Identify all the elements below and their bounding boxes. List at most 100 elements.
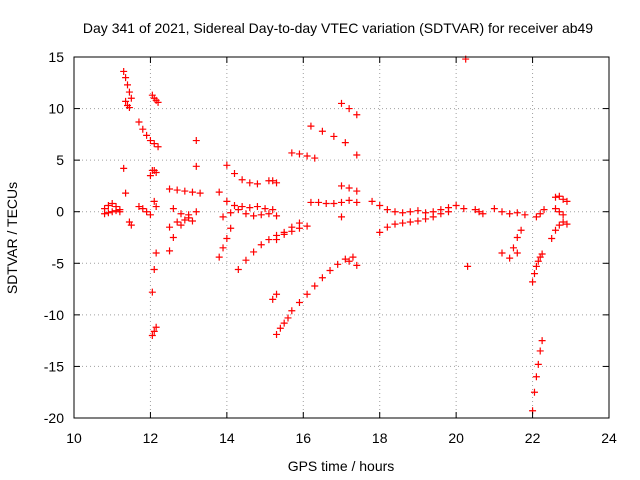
series-seg45 [552, 192, 571, 205]
series-seg40 [498, 249, 521, 262]
data-point [148, 331, 156, 339]
data-point [555, 221, 563, 229]
data-point [108, 199, 116, 207]
data-point [437, 210, 445, 218]
data-point [318, 127, 326, 135]
data-point [338, 99, 345, 107]
series-seg43 [529, 337, 546, 415]
series-seg27 [288, 253, 357, 315]
x-tick-label: 20 [448, 430, 464, 446]
chart-title: Day 341 of 2021, Sidereal Day-to-day VTE… [83, 20, 593, 36]
data-point [326, 267, 334, 275]
data-point [122, 189, 130, 197]
series-seg19 [215, 188, 277, 214]
data-point [406, 218, 414, 226]
series-seg37 [464, 262, 472, 270]
data-point [257, 211, 265, 219]
x-tick-label: 22 [525, 430, 541, 446]
data-point [166, 185, 174, 193]
data-point [383, 223, 391, 231]
x-tick-label: 24 [601, 430, 617, 446]
data-point [261, 205, 269, 213]
y-tick-label: 10 [48, 101, 64, 117]
data-point [108, 208, 116, 216]
data-point [330, 199, 338, 207]
data-point [521, 211, 529, 219]
data-point [188, 188, 196, 196]
data-point [538, 337, 546, 345]
series-seg02 [101, 207, 124, 218]
series-seg33 [338, 213, 361, 269]
data-point [318, 274, 326, 282]
data-point [552, 193, 559, 201]
data-point [345, 257, 353, 265]
data-point [135, 203, 143, 211]
data-point [490, 205, 498, 213]
data-point [257, 241, 265, 249]
grid-lines [74, 57, 609, 418]
data-point [534, 360, 542, 368]
series-seg47 [552, 205, 567, 219]
data-point [146, 172, 154, 180]
data-point [559, 195, 567, 203]
data-point [196, 189, 204, 197]
data-point [338, 213, 345, 221]
data-point [143, 131, 151, 139]
series-seg16 [169, 205, 193, 222]
data-point [181, 216, 189, 224]
series-seg46 [548, 218, 571, 243]
x-tick-label: 14 [219, 430, 235, 446]
data-point [399, 219, 407, 227]
data-point [284, 314, 292, 322]
data-point [498, 208, 506, 216]
data-point [555, 208, 563, 216]
series-seg15 [166, 216, 196, 231]
data-point [120, 164, 128, 172]
data-point [269, 177, 277, 185]
data-point [532, 373, 540, 381]
x-tick-label: 10 [66, 430, 82, 446]
axis-ticks [73, 56, 610, 419]
data-point [536, 210, 544, 218]
data-point [552, 226, 559, 234]
data-point [192, 137, 200, 145]
data-point [338, 198, 345, 206]
data-point [345, 184, 353, 192]
series-seg09 [146, 166, 160, 180]
data-point [135, 118, 143, 126]
data-point [253, 203, 261, 211]
data-point [269, 295, 277, 303]
data-point [238, 203, 246, 211]
data-point [223, 235, 231, 243]
y-tick-label: 5 [56, 152, 64, 168]
data-point [563, 220, 571, 228]
data-point [215, 253, 223, 261]
data-point [506, 254, 514, 262]
series-seg28 [288, 149, 319, 162]
data-point [234, 206, 242, 214]
series-seg30 [338, 99, 361, 119]
data-point [460, 205, 468, 213]
data-point [152, 249, 160, 257]
series-seg23 [265, 177, 281, 187]
y-tick-label: -20 [44, 410, 64, 426]
y-axis-label: SDTVAR / TECUs [4, 182, 20, 294]
data-point [391, 220, 399, 228]
data-point [122, 97, 130, 105]
data-point [307, 198, 315, 206]
series-seg32 [338, 182, 361, 195]
series-seg42 [529, 250, 546, 286]
series-seg04 [122, 97, 133, 112]
data-point [295, 224, 303, 232]
data-point [273, 212, 281, 220]
data-point [101, 210, 109, 218]
data-point [280, 230, 288, 238]
data-point [509, 244, 517, 252]
data-point [513, 249, 521, 257]
data-point [125, 88, 133, 96]
series-seg12 [148, 323, 160, 339]
data-point [295, 298, 303, 306]
data-point [288, 149, 296, 157]
data-point [376, 228, 384, 236]
data-point [315, 198, 323, 206]
